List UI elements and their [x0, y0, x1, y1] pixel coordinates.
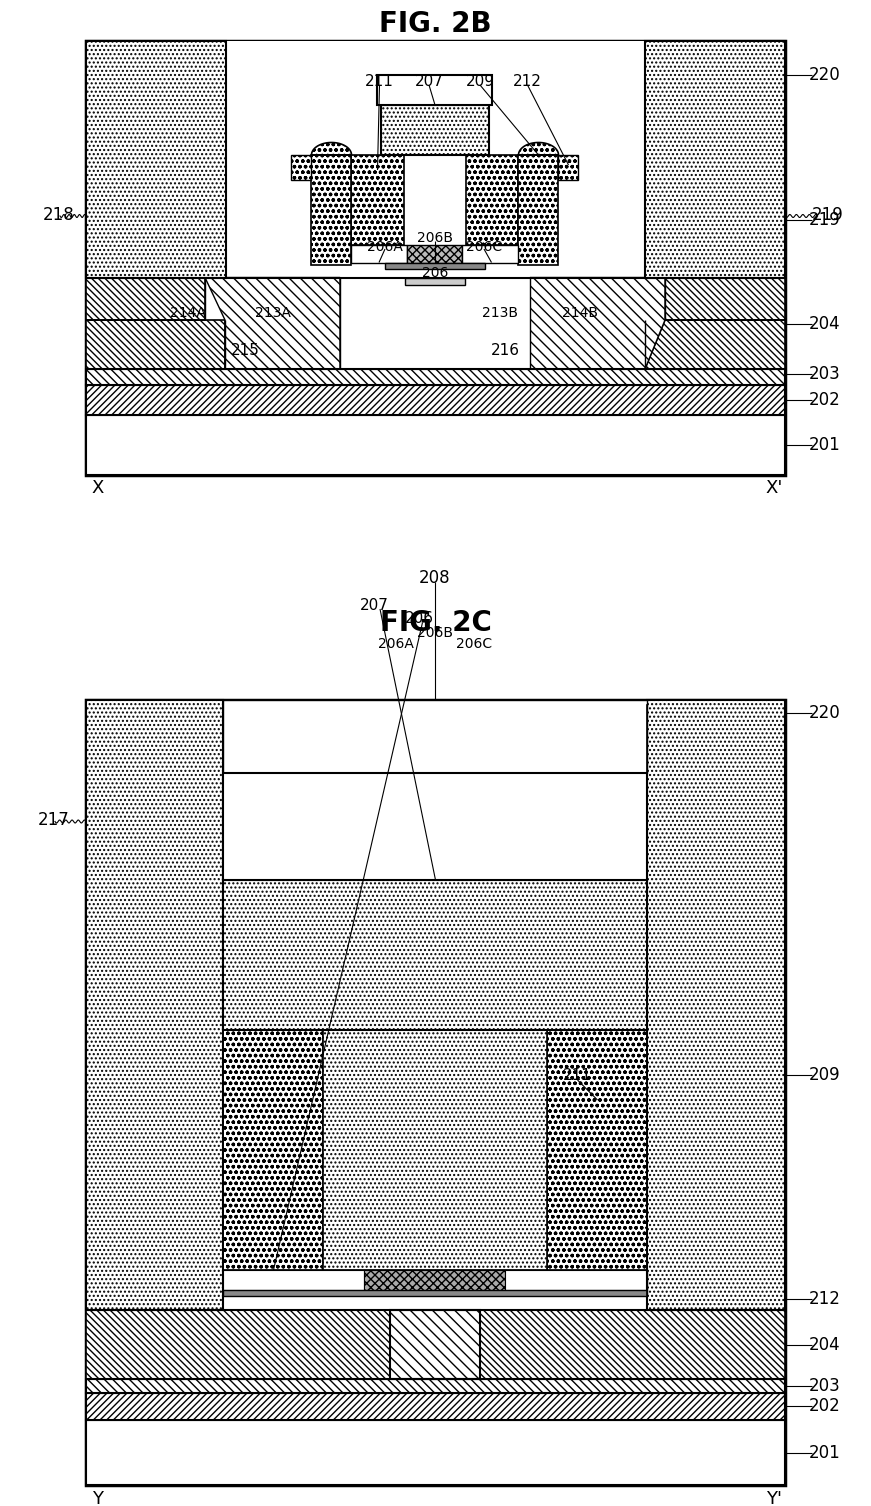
Bar: [323, 1030, 547, 1270]
Bar: [480, 1310, 785, 1379]
Bar: [86, 1393, 785, 1420]
Bar: [390, 1310, 480, 1379]
Bar: [86, 700, 223, 1310]
Polygon shape: [323, 1011, 547, 1030]
Polygon shape: [530, 277, 665, 369]
Text: 206A: 206A: [367, 239, 402, 253]
Bar: [223, 1030, 323, 1270]
Bar: [86, 386, 785, 416]
Text: Y: Y: [92, 1489, 103, 1506]
Text: 213A: 213A: [254, 306, 290, 319]
Bar: [311, 155, 351, 265]
Bar: [86, 416, 785, 474]
Polygon shape: [86, 319, 225, 369]
Text: 213B: 213B: [482, 306, 517, 319]
Bar: [351, 155, 404, 245]
Bar: [86, 1310, 785, 1379]
Bar: [547, 1030, 647, 1270]
Polygon shape: [645, 319, 785, 369]
Bar: [223, 1291, 647, 1297]
Text: 201: 201: [808, 437, 841, 453]
Bar: [223, 1270, 364, 1291]
Bar: [86, 700, 785, 1485]
Bar: [223, 1270, 647, 1291]
Text: 206B: 206B: [416, 625, 453, 640]
Bar: [377, 75, 492, 105]
Bar: [351, 245, 407, 262]
Text: 206C: 206C: [456, 637, 492, 651]
Polygon shape: [518, 143, 558, 155]
Bar: [86, 277, 785, 369]
Polygon shape: [311, 143, 351, 155]
Text: 209: 209: [465, 74, 494, 89]
Bar: [223, 880, 647, 1030]
Text: 214B: 214B: [562, 306, 598, 319]
Bar: [86, 1310, 390, 1379]
Polygon shape: [547, 1011, 647, 1030]
Text: 202: 202: [808, 392, 841, 410]
Bar: [223, 700, 647, 773]
Polygon shape: [86, 277, 205, 319]
Text: 211: 211: [563, 1068, 591, 1083]
Text: X': X': [765, 479, 782, 497]
Text: 208: 208: [419, 568, 450, 586]
Polygon shape: [665, 277, 785, 319]
Bar: [86, 1420, 785, 1485]
Bar: [340, 277, 530, 369]
Text: 203: 203: [808, 364, 841, 383]
Text: 202: 202: [808, 1398, 841, 1416]
Text: 207: 207: [360, 598, 388, 613]
Text: 206: 206: [422, 265, 448, 280]
Text: 204: 204: [808, 315, 841, 333]
Text: 219: 219: [811, 206, 843, 224]
Bar: [381, 105, 489, 155]
Text: 212: 212: [513, 74, 542, 89]
Bar: [463, 245, 517, 262]
Bar: [364, 1270, 505, 1291]
Polygon shape: [223, 1011, 323, 1030]
Bar: [86, 41, 226, 277]
Text: FIG. 2B: FIG. 2B: [379, 9, 491, 38]
Text: 204: 204: [808, 1336, 841, 1354]
Bar: [223, 773, 647, 880]
Bar: [86, 1379, 785, 1393]
Text: Y': Y': [766, 1489, 781, 1506]
Text: 201: 201: [808, 1443, 841, 1461]
Bar: [86, 369, 785, 386]
Text: 206A: 206A: [378, 637, 414, 651]
Bar: [405, 277, 465, 285]
Text: 207: 207: [415, 74, 443, 89]
Polygon shape: [205, 277, 340, 369]
Text: 206C: 206C: [466, 239, 502, 253]
Text: 220: 220: [808, 703, 841, 721]
Bar: [647, 700, 785, 1310]
Bar: [226, 41, 645, 277]
Text: 220: 220: [808, 66, 841, 84]
Bar: [407, 245, 463, 262]
Bar: [223, 700, 647, 1310]
Bar: [385, 262, 485, 270]
Text: 216: 216: [490, 342, 519, 357]
Text: 214A: 214A: [170, 306, 206, 319]
Text: X: X: [91, 479, 104, 497]
Text: 215: 215: [231, 342, 260, 357]
Bar: [645, 41, 785, 277]
Text: 217: 217: [38, 812, 70, 828]
Bar: [518, 155, 558, 265]
Bar: [291, 155, 311, 181]
Text: 206B: 206B: [416, 230, 453, 245]
Text: 219: 219: [808, 211, 841, 229]
Text: 206: 206: [404, 611, 433, 626]
Text: 203: 203: [808, 1376, 841, 1395]
Text: 211: 211: [365, 74, 394, 89]
Text: 212: 212: [808, 1291, 841, 1309]
Bar: [466, 155, 518, 245]
Text: FIG. 2C: FIG. 2C: [380, 608, 491, 637]
Text: 218: 218: [43, 206, 75, 224]
Bar: [86, 41, 785, 474]
Text: 209: 209: [808, 1066, 841, 1084]
Bar: [505, 1270, 646, 1291]
Bar: [558, 155, 578, 181]
